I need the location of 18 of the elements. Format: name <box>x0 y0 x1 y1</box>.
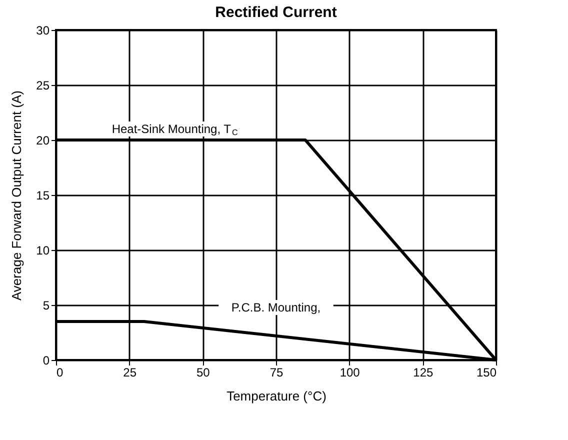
x-tick-label: 100 <box>340 366 360 380</box>
y-tick-label: 10 <box>36 244 50 258</box>
x-tick-label: 0 <box>56 366 64 380</box>
series-label: P.C.B. Mounting, <box>231 300 321 314</box>
x-tick-label: 25 <box>123 366 137 380</box>
x-tick-label: 150 <box>476 366 497 380</box>
x-axis-title: Temperature (°C) <box>226 388 326 404</box>
y-tick-label: 5 <box>42 298 50 312</box>
y-tick-label: 30 <box>36 24 50 38</box>
x-tick-label: 125 <box>413 366 434 380</box>
y-tick-label: 15 <box>36 188 50 202</box>
x-tick-label: 50 <box>196 366 210 380</box>
y-axis-title: Average Forward Output Current (A) <box>9 90 24 301</box>
chart-title: Rectified Current <box>215 4 337 21</box>
y-tick-label: 20 <box>36 134 50 148</box>
y-tick-label: 0 <box>42 354 50 368</box>
x-tick-label: 75 <box>270 366 284 380</box>
y-tick-label: 25 <box>36 78 50 92</box>
